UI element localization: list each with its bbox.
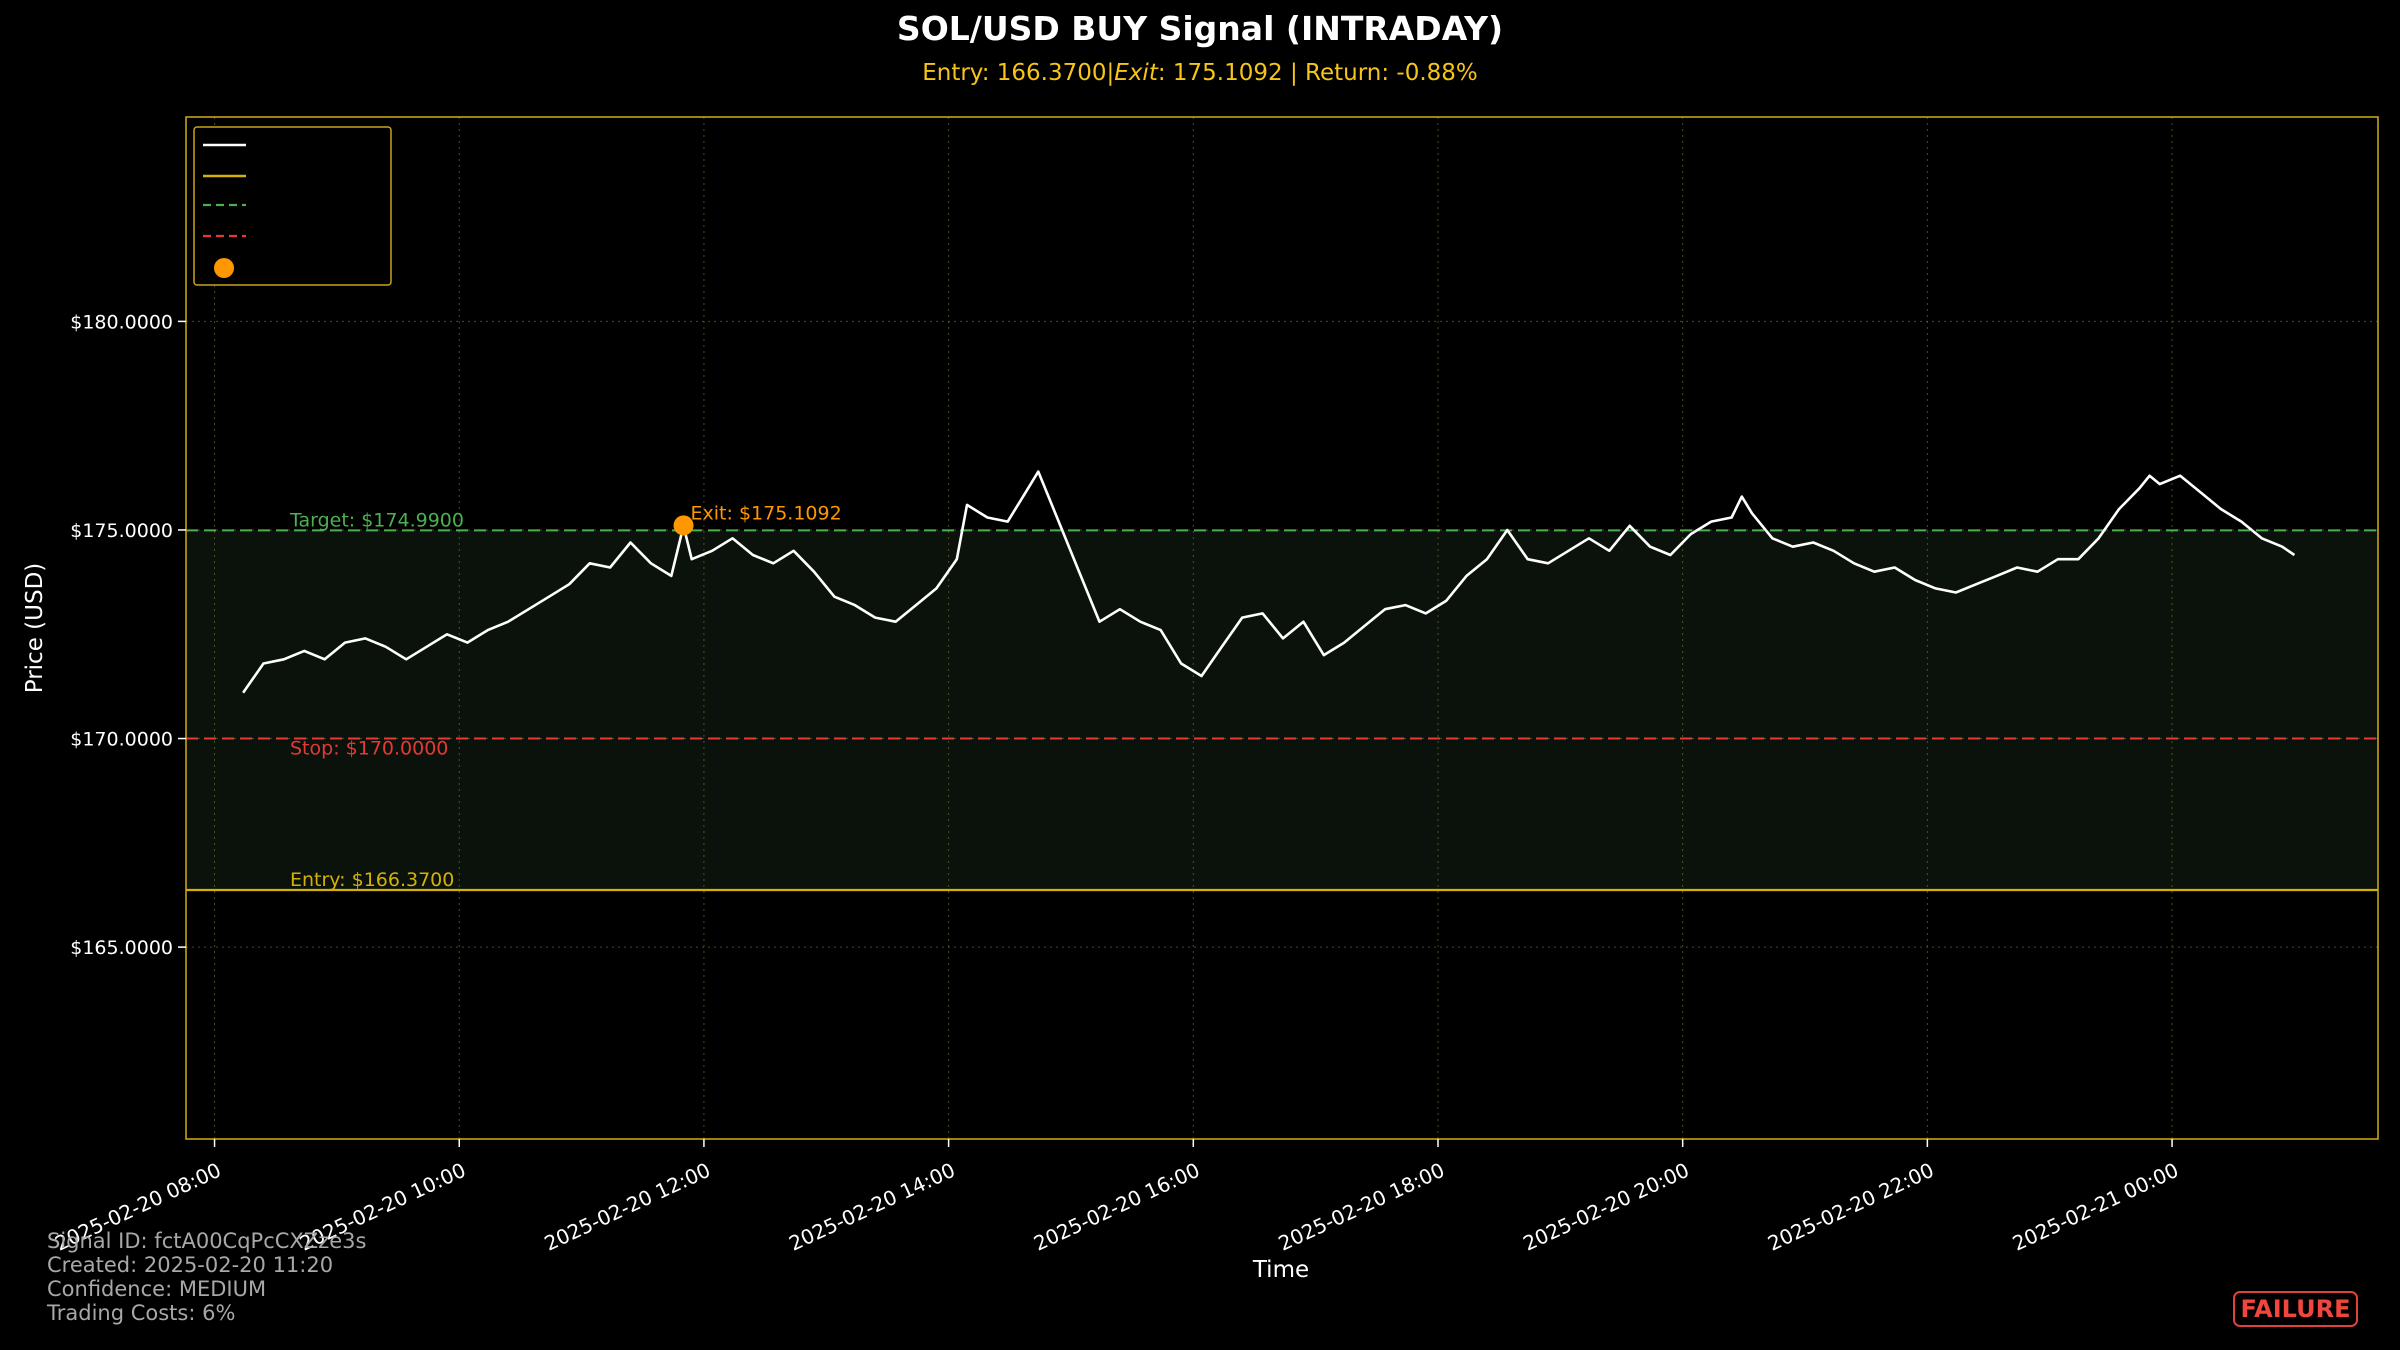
confidence: Confidence: MEDIUM — [47, 1277, 267, 1301]
trading-costs: Trading Costs: 6% — [47, 1301, 236, 1325]
signal-id: Signal ID: fctA00CqPcCXZze3s — [47, 1229, 367, 1253]
legend-box — [193, 126, 392, 286]
x-tick-label: 2025-02-20 14:00 — [785, 1158, 958, 1256]
x-tick-label: 2025-02-20 18:00 — [1275, 1158, 1448, 1256]
created-date: Created: 2025-02-20 11:20 — [47, 1253, 334, 1277]
subtitle-exit-label: Exit — [1114, 60, 1159, 86]
target-label: Target: $174.9900 — [289, 509, 464, 531]
x-tick-label: 2025-02-20 22:00 — [1764, 1158, 1937, 1256]
trade-zone — [186, 530, 2378, 890]
entry-label: Entry: $166.3700 — [290, 869, 454, 891]
exit-marker — [673, 515, 694, 536]
subtitle-entry: Entry: 166.3700| — [922, 60, 1114, 86]
axes-frame — [185, 116, 2379, 1140]
signal-info: Signal ID: fctA00CqPcCXZze3s Created: 20… — [47, 1229, 366, 1325]
y-tick-label: $180.0000 — [70, 311, 173, 333]
x-tick-label: 2025-02-20 16:00 — [1030, 1158, 1203, 1256]
x-tick-label: 2025-02-20 12:00 — [541, 1158, 714, 1256]
x-tick-label: 2025-02-21 00:00 — [2009, 1158, 2182, 1256]
chart-subtitle: Entry: 166.3700|Exit: 175.1092 | Return:… — [922, 60, 1478, 86]
stop-label: Stop: $170.0000 — [290, 738, 448, 760]
legend-exit-swatch — [214, 258, 234, 278]
y-tick-label: $175.0000 — [70, 520, 173, 542]
price-series-line — [242, 470, 2296, 694]
y-tick-label: $170.0000 — [70, 729, 173, 751]
x-ticks: 2025-02-20 08:00 2025-02-20 10:00 2025-02-… — [51, 1139, 2182, 1256]
exit-label: Exit: $175.1092 — [691, 502, 842, 524]
status-badge: FAILURE — [2233, 1291, 2358, 1327]
x-axis-label: Time — [1252, 1257, 1309, 1283]
y-ticks: $165.0000 $170.0000 $175.0000 $180.0000 — [70, 311, 186, 959]
legend — [193, 126, 392, 286]
gridlines — [186, 117, 2378, 1139]
chart-title: SOL/USD BUY Signal (INTRADAY) — [897, 9, 1503, 48]
subtitle-exit-return: : 175.1092 | Return: -0.88% — [1158, 60, 1478, 86]
y-tick-label: $165.0000 — [70, 937, 173, 959]
y-axis-label: Price (USD) — [22, 563, 48, 694]
x-tick-label: 2025-02-20 20:00 — [1519, 1158, 1692, 1256]
